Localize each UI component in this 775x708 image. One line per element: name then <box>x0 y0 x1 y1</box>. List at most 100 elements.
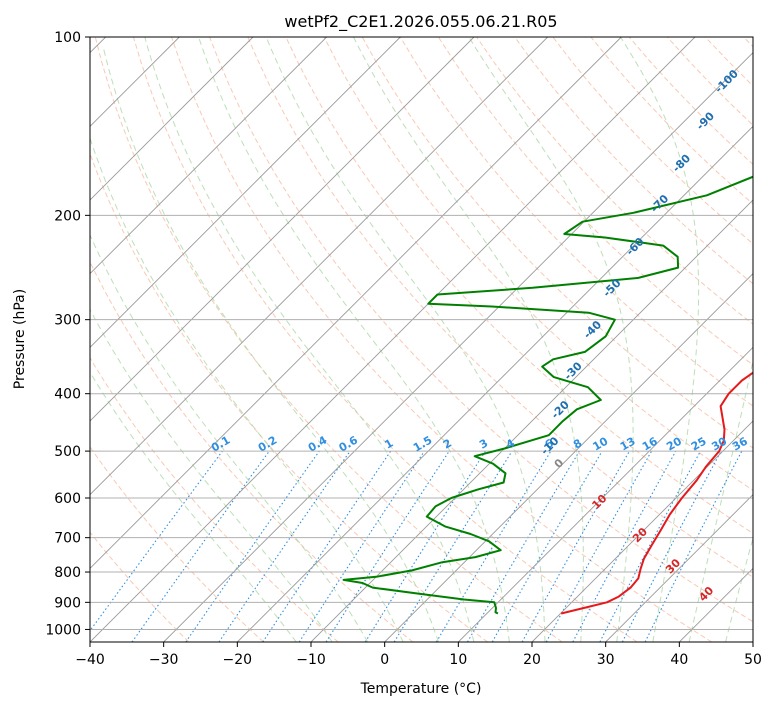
x-tick-label: 0 <box>380 652 389 668</box>
moist-adiabat <box>90 308 333 642</box>
moist-adiabat-label: 10 <box>589 492 609 512</box>
dewpoint-line <box>342 175 753 615</box>
mixing-ratio-label: 4 <box>504 436 517 451</box>
background-lines <box>90 37 753 642</box>
dry-adiabat <box>90 446 264 642</box>
isotherm-line <box>90 37 401 348</box>
moist-adiabat <box>353 37 584 642</box>
plot-frame <box>89 36 754 643</box>
mixing-ratio-label: 2 <box>441 437 454 452</box>
mixing-ratio-line <box>435 450 552 642</box>
moist-adiabat <box>725 536 753 642</box>
x-tick-label: 40 <box>670 652 688 668</box>
isotherm-line <box>531 420 753 642</box>
moist-adiabat-label: 30 <box>663 556 683 576</box>
temperature-line <box>560 371 753 615</box>
dry-adiabat <box>132 37 638 642</box>
isotherm-line <box>458 346 753 642</box>
x-tick-label: 20 <box>523 652 541 668</box>
dry-adiabat-label: -80 <box>670 152 693 175</box>
x-tick-label: −40 <box>75 652 105 668</box>
dry-adiabat <box>171 37 712 642</box>
moist-adiabat <box>265 37 546 642</box>
dry-adiabat <box>209 37 753 623</box>
y-axis: 100 200 300 400 500 600 700 800 900 1000 <box>45 30 90 638</box>
isotherm-line <box>605 494 753 642</box>
moist-adiabat <box>90 371 297 642</box>
isotherm-line <box>237 125 753 642</box>
mixing-ratio-line <box>218 450 351 642</box>
y-tick-label: 700 <box>54 531 81 547</box>
x-tick-label: −20 <box>223 652 253 668</box>
moist-adiabat-label: 40 <box>696 584 716 604</box>
isotherm-line <box>90 37 622 569</box>
mixing-ratio-line <box>325 450 450 642</box>
dry-adiabat-label: -100 <box>712 67 741 96</box>
y-axis-title: Pressure (hPa) <box>12 289 28 389</box>
x-tick-label: 10 <box>449 652 467 668</box>
isotherm-line <box>90 37 548 496</box>
mixing-ratio-line <box>298 450 425 642</box>
dry-adiabat <box>90 260 414 642</box>
chart-title: wetPf2_C2E1.2026.055.06.21.R05 <box>284 12 557 32</box>
dry-adiabat <box>552 37 753 245</box>
isotherm-line <box>90 37 327 275</box>
y-tick-label: 300 <box>54 313 81 329</box>
mixing-ratio-line <box>621 450 722 642</box>
series-layer <box>342 175 753 615</box>
y-tick-label: 400 <box>54 387 81 403</box>
dry-adiabat <box>285 37 753 535</box>
y-tick-label: 200 <box>54 208 81 224</box>
mixing-ratio-line <box>131 450 270 642</box>
dry-adiabat <box>90 531 190 642</box>
dry-adiabat <box>437 37 753 366</box>
isotherm-line <box>90 37 254 201</box>
isotherm-line <box>90 37 696 642</box>
moist-adiabat-label: 0 <box>552 456 567 471</box>
mixing-ratio-label: 3 <box>477 437 490 452</box>
mixing-ratio-line <box>90 450 223 632</box>
isotherm-line <box>384 273 753 642</box>
y-tick-label: 1000 <box>45 622 81 638</box>
x-tick-label: −10 <box>296 652 326 668</box>
dry-adiabat <box>361 37 753 449</box>
y-tick-label: 900 <box>54 595 81 611</box>
dry-adiabat-label: -60 <box>624 235 647 258</box>
dry-adiabat-label: -20 <box>549 398 572 421</box>
mixing-ratio-line <box>185 450 320 642</box>
moist-adiabat <box>103 49 439 642</box>
isotherm-line <box>310 199 753 642</box>
isotherm-line <box>752 641 753 642</box>
x-tick-label: 50 <box>744 652 762 668</box>
dry-adiabat-label: -30 <box>562 359 585 382</box>
isotherm-line <box>679 567 753 642</box>
mixing-ratio-line <box>572 450 677 642</box>
dry-adiabat <box>94 37 563 642</box>
y-tick-label: 800 <box>54 565 81 581</box>
dry-adiabat <box>743 37 753 48</box>
dry-adiabat <box>590 37 753 205</box>
dry-adiabat <box>323 37 753 491</box>
moist-adiabat <box>198 37 510 642</box>
x-axis-title: Temperature (°C) <box>360 681 482 697</box>
moist-adiabat <box>688 358 753 642</box>
dry-adiabat <box>514 37 753 285</box>
dry-adiabat <box>247 37 753 578</box>
mixing-ratio-line <box>393 450 513 642</box>
dry-adiabat-label: -40 <box>581 318 604 341</box>
x-tick-label: −30 <box>149 652 179 668</box>
y-tick-label: 600 <box>54 491 81 507</box>
mixing-ratio-line <box>644 450 743 642</box>
y-tick-label: 500 <box>54 444 81 460</box>
dry-adiabat <box>90 356 339 642</box>
y-tick-label: 100 <box>54 30 81 46</box>
mixing-ratio-line <box>545 450 653 642</box>
dry-adiabat-label: -90 <box>694 109 717 132</box>
moist-adiabat <box>620 37 700 642</box>
x-axis: −40 −30 −20 −10 0 10 20 30 40 50 <box>75 642 762 668</box>
x-tick-label: 30 <box>597 652 615 668</box>
dry-adiabat <box>704 37 753 87</box>
dry-adiabat <box>90 152 488 642</box>
